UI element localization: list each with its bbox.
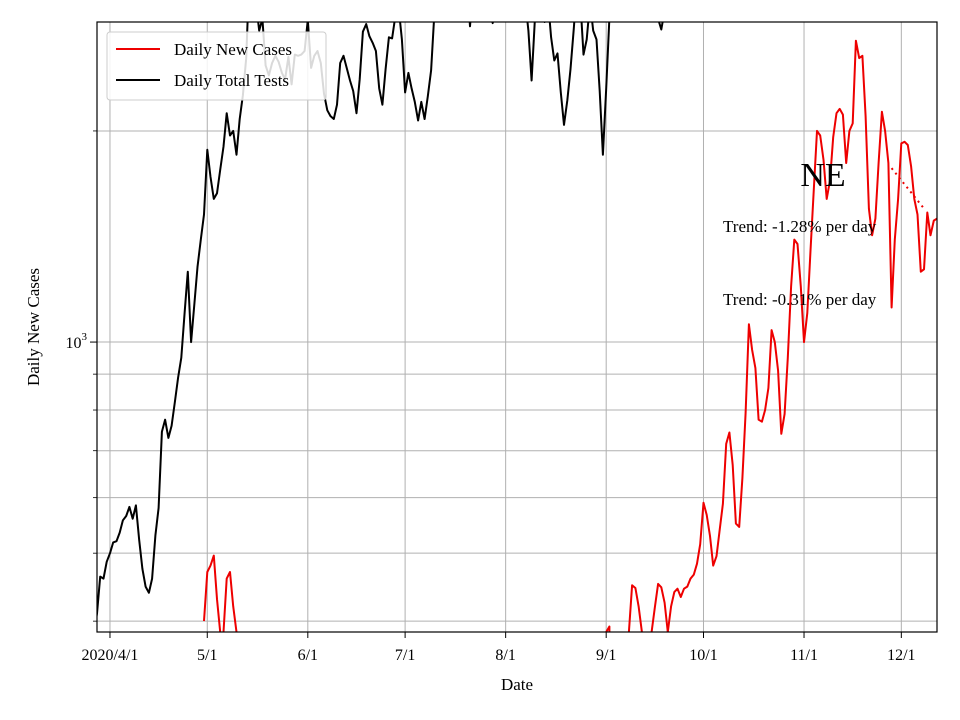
- series-line-cases: [222, 571, 238, 632]
- trend-line-cases: [890, 167, 925, 210]
- x-axis-ticks: 2020/4/1 5/1 6/1 7/1 8/1 9/1 10/1 11/1 12/1: [82, 632, 916, 664]
- y-axis-label: Daily New Cases: [24, 268, 43, 386]
- y-gridlines: [97, 130, 937, 622]
- y-axis-ticks: 103: [66, 130, 97, 622]
- series-line-cases: [203, 554, 222, 632]
- x-gridlines: [109, 22, 902, 632]
- x-tick-label: 5/1: [197, 647, 217, 664]
- x-tick-label: 11/1: [790, 647, 818, 664]
- x-tick-label: 12/1: [887, 647, 915, 664]
- cases-trend-annotation: Trend: -0.31% per day: [723, 290, 877, 309]
- x-tick-label: 2020/4/1: [82, 647, 139, 664]
- legend-label-cases: Daily New Cases: [174, 40, 292, 59]
- series-line-cases: [650, 582, 669, 632]
- series-layer: [97, 22, 937, 632]
- y-tick-label: 103: [66, 331, 88, 352]
- legend-box: [106, 31, 327, 101]
- series-line-cases: [627, 584, 643, 632]
- plot-frame: [96, 21, 938, 633]
- series-line-cases: [666, 39, 937, 632]
- x-tick-label: 10/1: [689, 647, 717, 664]
- tests-trend-annotation: Trend: -1.28% per day: [723, 217, 877, 236]
- x-tick-label: 7/1: [395, 647, 415, 664]
- x-tick-label: 6/1: [298, 647, 318, 664]
- series-line-cases: [605, 625, 611, 632]
- legend-label-tests: Daily Total Tests: [174, 71, 289, 90]
- x-axis-label: Date: [501, 675, 533, 694]
- x-tick-label: 9/1: [596, 647, 616, 664]
- legend: Daily New Cases Daily Total Tests: [106, 31, 327, 101]
- state-label: NE: [800, 157, 845, 194]
- series-line-tests: [97, 22, 664, 620]
- x-tick-label: 8/1: [495, 647, 515, 664]
